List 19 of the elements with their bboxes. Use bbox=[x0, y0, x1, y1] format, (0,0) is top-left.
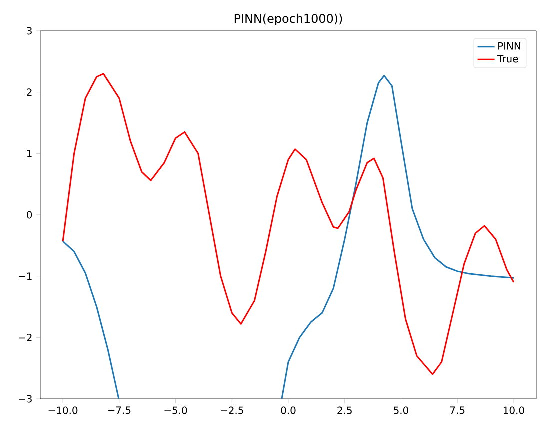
y-tick-label: 1 bbox=[27, 150, 32, 158]
y-tick-label: 3 bbox=[27, 27, 32, 35]
x-tick-label: 10.0 bbox=[504, 406, 524, 414]
chart-title: PINN(epoch1000)) bbox=[234, 14, 342, 26]
x-tick-label: −5.0 bbox=[164, 406, 188, 414]
legend-label: True bbox=[498, 55, 518, 63]
y-tick-label: −2 bbox=[19, 334, 32, 342]
x-tick-label: −2.5 bbox=[221, 406, 244, 414]
x-tick-label: 0.0 bbox=[281, 406, 296, 414]
x-tick-label: 7.5 bbox=[450, 406, 465, 414]
y-tick-label: −3 bbox=[19, 395, 32, 403]
x-tick-label: −7.5 bbox=[108, 406, 131, 414]
legend-label: PINN bbox=[498, 42, 520, 50]
x-tick-label: 2.5 bbox=[338, 406, 352, 414]
y-tick-label: 0 bbox=[27, 211, 32, 219]
x-tick-label: 5.0 bbox=[394, 406, 408, 414]
y-tick-label: −1 bbox=[19, 272, 32, 280]
x-tick-label: −10.0 bbox=[48, 406, 78, 414]
y-tick-label: 2 bbox=[27, 88, 32, 96]
